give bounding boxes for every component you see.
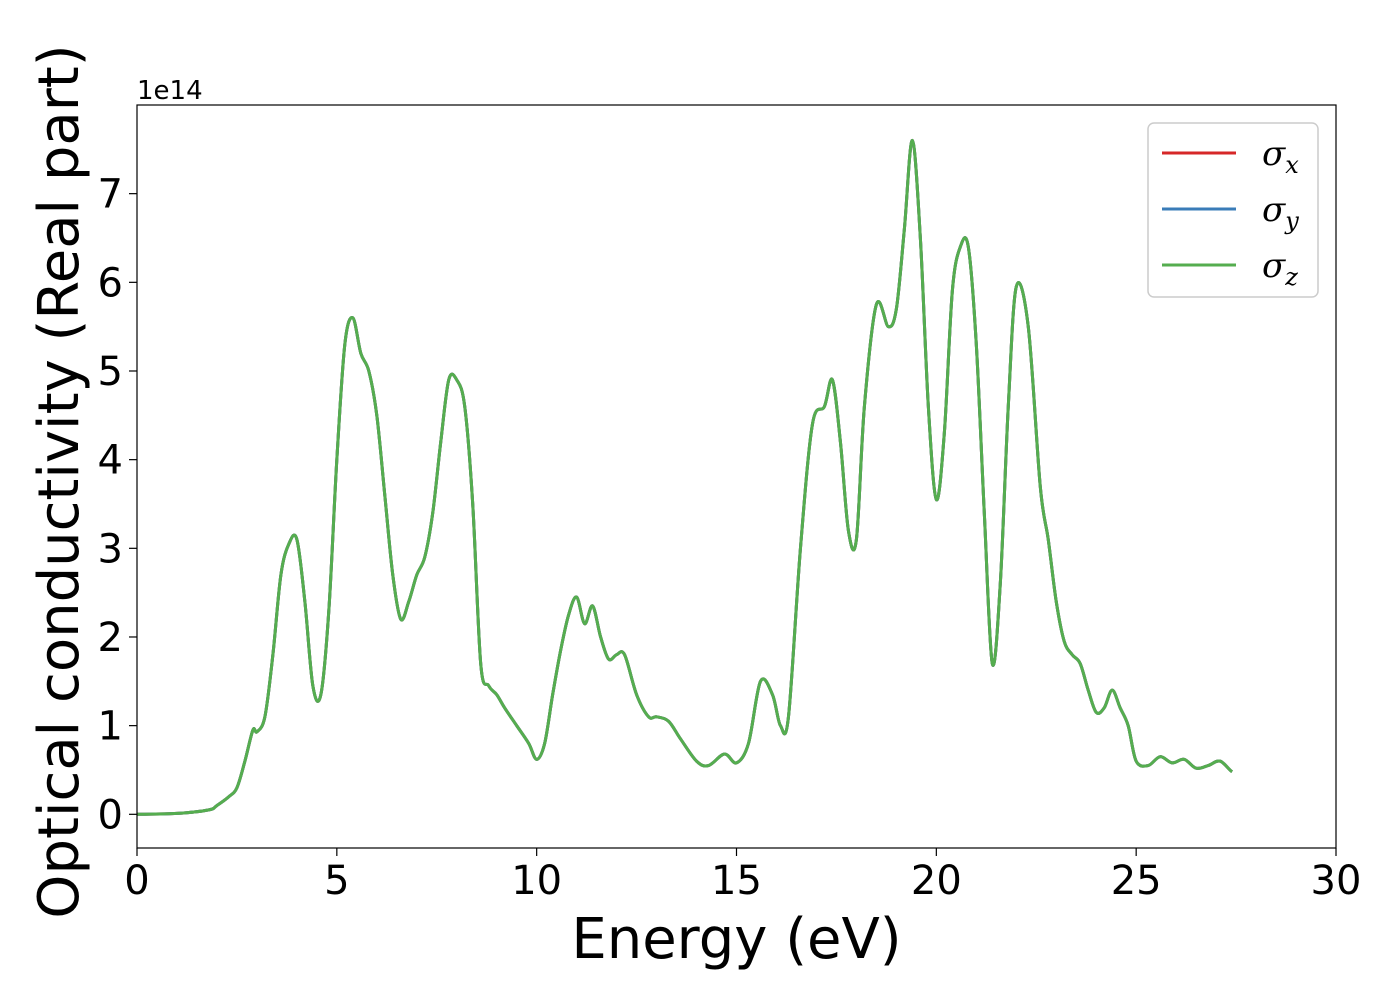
y-tick-label: 4 — [98, 438, 123, 484]
plot-area — [137, 138, 1234, 816]
legend-label-σy: σy — [1262, 190, 1299, 235]
x-tick-label: 10 — [511, 858, 562, 904]
y-tick-label: 3 — [98, 526, 123, 572]
y-tick-label: 7 — [98, 172, 123, 218]
axes: 0 5 10 15 20 25 30 0 1 2 3 4 5 6 7 — [98, 104, 1362, 904]
y-tick-label: 6 — [98, 260, 123, 306]
x-tick-label: 25 — [1111, 858, 1162, 904]
x-axis-label: Energy (eV) — [571, 907, 901, 972]
x-tick-label: 15 — [711, 858, 762, 904]
legend-label-σx: σx — [1262, 134, 1299, 179]
y-tick-label: 1 — [98, 704, 123, 750]
series-line-σy — [137, 138, 1234, 816]
y-axis-label: Optical conductivity (Real part) — [27, 44, 92, 918]
x-tick-label: 30 — [1311, 858, 1362, 904]
y-tick-label: 5 — [98, 349, 123, 395]
x-tick-label: 0 — [124, 858, 149, 904]
y-tick-label: 2 — [98, 615, 123, 661]
series-line-σx — [137, 138, 1234, 816]
y-tick-label: 0 — [98, 792, 123, 838]
legend-label-σz: σz — [1262, 246, 1298, 291]
x-tick-label: 20 — [911, 858, 962, 904]
y-axis-offset-label: 1e14 — [137, 76, 203, 106]
x-tick-label: 5 — [324, 858, 349, 904]
legend: σx σy σz — [1147, 122, 1319, 298]
series-line-σz — [137, 138, 1234, 816]
